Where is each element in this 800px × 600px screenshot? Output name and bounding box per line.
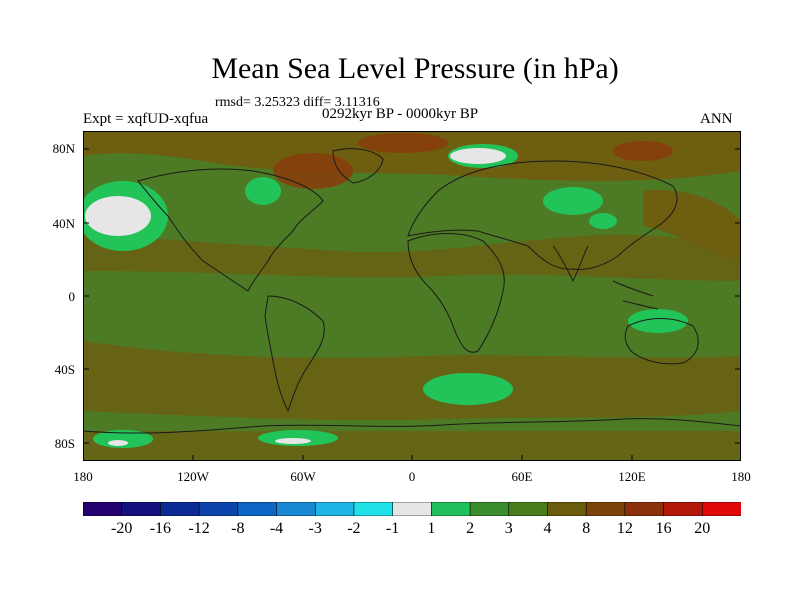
lon-tick-120e: 120E [618, 469, 646, 484]
colorbar-label: 4 [543, 520, 552, 537]
colorbar-label: -16 [149, 520, 172, 537]
colorbar-label: 12 [616, 520, 633, 537]
colorbar-label: -12 [188, 520, 210, 537]
colorbar-label: 2 [466, 520, 475, 537]
colorbar-swatch [585, 502, 626, 516]
colorbar-label: -2 [347, 520, 361, 537]
brown-anomaly-regions [83, 131, 741, 461]
colorbar-label: -3 [308, 520, 322, 537]
colorbar-swatch [469, 502, 510, 516]
coastlines [83, 148, 741, 434]
colorbar-swatch [431, 502, 471, 516]
colorbar-swatch [314, 502, 355, 516]
lat-tick-40s: 40S [54, 362, 75, 377]
map-tick-marks [83, 148, 741, 461]
colorbar-swatch [508, 502, 549, 516]
colorbar-label: 1 [427, 520, 436, 537]
colorbar-label: 16 [655, 520, 672, 537]
colorbar-label: 8 [582, 520, 591, 537]
colorbar-swatch [276, 502, 317, 516]
season-label: ANN [700, 111, 733, 127]
high-positive-regions [273, 133, 673, 189]
near-zero-regions [85, 148, 506, 446]
colorbar-swatch [392, 502, 433, 516]
lat-tick-80n: 80N [52, 141, 75, 156]
colorbar-label: 3 [504, 520, 513, 537]
lon-tick-120w: 120W [177, 469, 209, 484]
colorbar [83, 502, 741, 516]
colorbar-swatch [83, 502, 123, 516]
colorbar-swatch [353, 502, 394, 516]
lon-tick-0: 0 [408, 469, 416, 484]
colorbar-swatch [237, 502, 278, 516]
colorbar-label: -4 [269, 520, 284, 537]
lat-tick-40n: 40N [52, 216, 75, 231]
lon-tick-180w: 180 [73, 469, 93, 484]
lon-tick-60w: 60W [290, 469, 316, 484]
time-period-label: 0292kyr BP - 0000kyr BP [322, 106, 479, 122]
experiment-label: Expt = xqfUD-xqfua [83, 111, 209, 127]
colorbar-swatch [198, 502, 239, 516]
lat-tick-0: 0 [68, 289, 76, 304]
rmsd-diff-stats: rmsd= 3.25323 diff= 3.11316 [215, 95, 380, 110]
colorbar-swatch [663, 502, 704, 516]
lat-tick-80s: 80S [54, 436, 75, 451]
colorbar-swatch [160, 502, 200, 516]
pressure-difference-map [83, 131, 741, 461]
colorbar-label: 20 [694, 520, 711, 537]
colorbar-swatch [121, 502, 162, 516]
colorbar-label: -8 [231, 520, 245, 537]
map-title: Mean Sea Level Pressure (in hPa) [211, 52, 619, 85]
colorbar-swatch [624, 502, 665, 516]
colorbar-label: -1 [385, 520, 400, 537]
lon-tick-180e: 180 [731, 469, 751, 484]
colorbar-swatch [547, 502, 587, 516]
colorbar-label: -20 [111, 520, 133, 537]
lon-tick-60e: 60E [511, 469, 533, 484]
colorbar-swatch [701, 502, 741, 516]
